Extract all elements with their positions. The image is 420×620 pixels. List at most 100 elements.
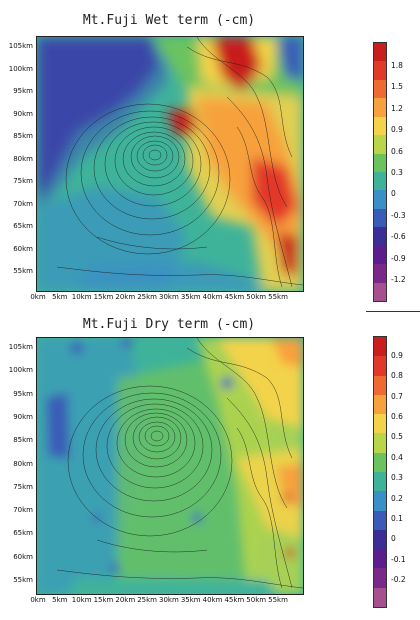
dry-blue-spot-1 <box>71 342 83 354</box>
colorbar-segment <box>374 190 386 210</box>
colorbar-segment <box>374 98 386 118</box>
y-tick-label: 105km <box>8 343 33 351</box>
colorbar-label: 1.2 <box>391 103 403 113</box>
dry-red-spot-1 <box>283 494 291 502</box>
x-tick-label: 55km <box>268 596 288 604</box>
colorbar-segment <box>374 356 386 377</box>
x-tick-label: 10km <box>71 293 92 301</box>
dry-blue-spot-2 <box>122 338 132 348</box>
colorbar-segment <box>374 153 386 173</box>
x-tick-label: 0km <box>30 596 46 604</box>
colorbar-segment <box>374 452 386 473</box>
x-tick-label: 35km <box>180 596 201 604</box>
x-tick-label: 40km <box>202 596 223 604</box>
x-tick-label: 30km <box>159 596 179 604</box>
x-tick-label: 20km <box>115 293 136 301</box>
y-tick-label: 95km <box>13 87 33 95</box>
colorbar-segment <box>374 264 386 284</box>
dry-term-map <box>36 337 304 595</box>
colorbar-label: 0 <box>391 189 396 199</box>
y-tick-label: 85km <box>13 436 33 445</box>
colorbar-segment <box>374 394 386 415</box>
colorbar-segment <box>374 510 386 531</box>
dry-term-panel: Mt.Fuji Dry term (-cm) 105km 100km 95km 90k… <box>0 310 420 620</box>
y-tick-label: 75km <box>13 482 33 491</box>
dry-blue-spot-3 <box>221 377 233 389</box>
x-tick-label: 25km <box>137 596 157 604</box>
x-tick-label: 5km <box>52 596 68 604</box>
x-tick-label: 25km <box>137 293 157 301</box>
colorbar-segment <box>374 491 386 512</box>
x-tick-label: 10km <box>71 596 92 604</box>
x-tick-label: 55km <box>268 293 288 301</box>
colorbar-segment <box>374 227 386 247</box>
colorbar-label: -0.2 <box>391 575 406 584</box>
colorbar-segment <box>374 472 386 492</box>
colorbar-segment <box>374 135 386 155</box>
colorbar-segment <box>374 375 386 396</box>
y-tick-label: 95km <box>13 389 33 398</box>
y-tick-label: 65km <box>13 529 33 538</box>
colorbar-label: 0.7 <box>391 391 403 401</box>
colorbar-segment <box>374 282 386 302</box>
colorbar-segment <box>374 79 386 99</box>
wet-north-red <box>212 37 262 92</box>
y-tick-label: 60km <box>13 244 33 253</box>
y-tick-label: 80km <box>13 459 33 468</box>
wet-southeast-red <box>277 232 299 277</box>
panel-divider <box>366 311 420 312</box>
x-tick-label: 5km <box>52 293 68 301</box>
colorbar-label: -0.1 <box>391 554 406 564</box>
wet-colorbar <box>373 42 387 302</box>
colorbar-label: 1.8 <box>391 61 403 70</box>
dry-terrain-contours <box>56 338 303 589</box>
x-tick-label: 50km <box>246 596 267 604</box>
dry-term-title: Mt.Fuji Dry term (-cm) <box>82 317 256 332</box>
colorbar-segment <box>374 433 386 454</box>
colorbar-label: 0.2 <box>391 493 403 503</box>
wet-term-panel: Mt.Fuji Wet term (-cm) 105km 100km 95km 90k… <box>8 13 406 302</box>
y-tick-label: 85km <box>13 132 33 140</box>
y-tick-label: 65km <box>13 222 33 230</box>
colorbar-label: 1.5 <box>391 82 403 92</box>
colorbar-label: -0.3 <box>391 210 406 220</box>
x-tick-label: 35km <box>180 293 201 301</box>
y-tick-label: 70km <box>13 506 33 515</box>
x-tick-label: 15km <box>93 596 114 604</box>
dry-south-cyan <box>67 578 277 594</box>
y-tick-label: 90km <box>13 109 33 118</box>
x-tick-label: 45km <box>224 596 245 604</box>
x-tick-label: 20km <box>115 596 136 604</box>
wet-term-field <box>37 37 303 291</box>
wet-term-title: Mt.Fuji Wet term (-cm) <box>82 13 256 28</box>
colorbar-segment <box>374 529 386 550</box>
colorbar-segment <box>374 245 386 265</box>
colorbar-label: 0.9 <box>391 351 403 360</box>
x-tick-label: 45km <box>224 293 245 301</box>
y-tick-label: 105km <box>8 42 33 50</box>
colorbar-label: 0.6 <box>391 146 403 156</box>
wet-center-red <box>167 107 197 137</box>
colorbar-label: -0.9 <box>391 253 406 263</box>
colorbar-label: -0.6 <box>391 232 406 242</box>
wet-south-band <box>77 262 267 291</box>
y-tick-label: 100km <box>8 366 33 375</box>
wet-east-red <box>252 157 297 227</box>
colorbar-segment <box>374 568 386 589</box>
wet-term-map <box>36 36 304 292</box>
colorbar-segment <box>374 116 386 136</box>
wet-terrain-contours <box>56 37 303 288</box>
y-tick-label: 60km <box>13 552 33 561</box>
colorbar-label: 0.8 <box>391 371 403 381</box>
dry-term-field <box>37 338 303 594</box>
y-tick-label: 100km <box>8 64 33 73</box>
dry-east-orange <box>277 463 303 508</box>
colorbar-label: 0.9 <box>391 125 403 135</box>
x-tick-label: 40km <box>202 293 223 301</box>
y-tick-label: 90km <box>13 412 33 421</box>
colorbar-label: 0 <box>391 534 396 544</box>
colorbar-label: 0.6 <box>391 412 403 422</box>
x-tick-label: 0km <box>30 293 46 301</box>
colorbar-label: 0.3 <box>391 168 403 177</box>
x-tick-label: 15km <box>93 293 114 301</box>
